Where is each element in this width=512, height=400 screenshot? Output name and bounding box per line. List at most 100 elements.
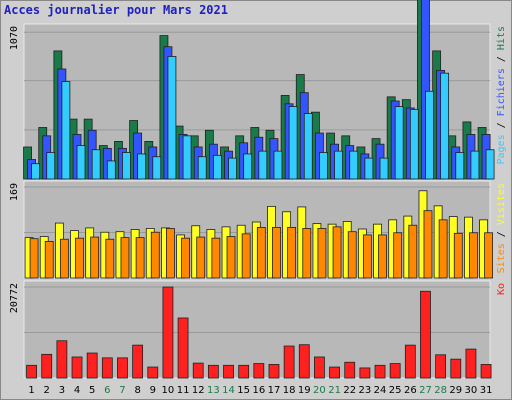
bar-sites-day-18: [287, 226, 297, 279]
bar-sites-day-10: [166, 228, 175, 279]
bar-ko-day-4: [71, 356, 83, 379]
bar-ko-day-17: [268, 364, 280, 379]
bar-sites-day-17: [272, 226, 281, 279]
bar-ko-day-30: [465, 348, 477, 379]
series-sites: [29, 210, 493, 279]
panel-top-ymax-label: 1070: [9, 26, 20, 50]
day-label: 29: [449, 385, 462, 396]
day-label: 23: [359, 385, 372, 396]
bar-pages-day-8: [137, 153, 147, 180]
day-label: 20: [313, 385, 326, 396]
day-label: 14: [222, 385, 235, 396]
panel-middle: 169 Sites / Visites: [9, 180, 507, 279]
bar-pages-day-5: [91, 149, 101, 180]
bar-ko-day-22: [344, 361, 356, 379]
bar-ko-day-11: [177, 317, 189, 379]
day-label: 10: [162, 385, 175, 396]
bar-pages-day-21: [334, 150, 343, 180]
bar-sites-day-4: [75, 237, 84, 279]
day-label: 11: [177, 385, 190, 396]
panel-middle-ymax-label: 169: [9, 183, 20, 201]
day-label: 19: [298, 385, 311, 396]
bar-ko-day-3: [56, 340, 68, 379]
bar-sites-day-2: [44, 240, 54, 279]
bar-sites-day-1: [29, 238, 39, 279]
bar-ko-day-21: [329, 366, 340, 379]
legend-entry-ko: Ko: [496, 283, 507, 295]
chart-title: Acces journalier pour Mars 2021: [4, 3, 228, 17]
bar-pages-day-10: [167, 56, 177, 180]
bar-sites-day-29: [453, 232, 463, 279]
legend-entry-pages: Pages: [496, 134, 507, 164]
day-label: 6: [104, 385, 110, 396]
day-label: 28: [434, 385, 447, 396]
day-label: 8: [134, 385, 140, 396]
bar-ko-day-31: [480, 364, 492, 379]
bar-sites-day-9: [150, 231, 160, 279]
bar-sites-day-8: [135, 237, 145, 279]
bar-sites-day-22: [347, 231, 357, 279]
bar-pages-day-3: [61, 81, 71, 180]
bar-ko-day-29: [450, 358, 462, 379]
day-label: 13: [207, 385, 220, 396]
bar-ko-day-24: [374, 364, 386, 379]
bar-sites-day-7: [120, 237, 130, 279]
bar-pages-day-25: [394, 106, 404, 180]
bar-sites-day-20: [317, 228, 327, 279]
legend-entry-hits: Hits: [496, 26, 507, 50]
series-pages: [31, 56, 495, 180]
bar-ko-day-8: [132, 344, 144, 379]
legend-separator: /: [496, 116, 507, 134]
bar-ko-day-2: [41, 353, 53, 379]
day-label: 16: [252, 385, 265, 396]
bar-sites-day-16: [256, 226, 266, 279]
bar-pages-day-26: [409, 108, 419, 180]
legend-entry-sites: Sites: [496, 243, 507, 273]
bar-pages-day-1: [31, 163, 40, 180]
bar-pages-day-20: [319, 152, 328, 180]
series-ko: [26, 286, 492, 379]
bar-sites-day-5: [90, 236, 100, 279]
bar-pages-day-9: [152, 156, 162, 180]
bar-pages-day-22: [349, 150, 359, 180]
bar-ko-day-10: [162, 286, 174, 379]
bar-ko-day-13: [207, 364, 219, 379]
bar-ko-day-7: [117, 357, 128, 379]
day-label: 26: [404, 385, 417, 396]
day-label: 21: [328, 385, 341, 396]
bar-ko-day-5: [86, 352, 98, 379]
bar-sites-day-31: [484, 232, 493, 279]
day-label: 15: [237, 385, 250, 396]
bar-sites-day-11: [181, 237, 190, 279]
day-label: 31: [480, 385, 493, 396]
panel-middle-legend: Sites / Visites: [496, 183, 507, 273]
bar-ko-day-23: [359, 367, 371, 379]
bar-sites-day-3: [59, 238, 69, 279]
bar-ko-day-6: [101, 357, 113, 379]
bar-pages-day-4: [76, 145, 86, 180]
day-label: 12: [192, 385, 205, 396]
day-label: 25: [389, 385, 402, 396]
bar-sites-day-12: [196, 236, 206, 279]
bar-sites-day-28: [438, 219, 448, 279]
bar-pages-day-13: [212, 154, 222, 180]
bar-pages-day-28: [440, 72, 450, 180]
bar-sites-day-21: [332, 226, 342, 279]
bar-pages-day-17: [273, 150, 283, 180]
legend-separator: /: [496, 50, 507, 68]
day-label: 22: [343, 385, 356, 396]
panel-top: 1070 Pages / Fichiers / Hits: [9, 0, 507, 180]
bar-sites-day-26: [408, 224, 418, 279]
bar-pages-day-24: [379, 157, 389, 180]
panel-bottom-legend: Ko: [496, 283, 507, 295]
day-label: 4: [74, 385, 80, 396]
bar-ko-day-14: [223, 364, 234, 379]
bar-ko-day-20: [314, 356, 325, 379]
bar-ko-day-16: [253, 363, 265, 379]
panel-bottom-ymax-label: 20772: [9, 283, 20, 313]
day-label: 24: [374, 385, 387, 396]
legend-entry-visites: Visites: [496, 183, 507, 225]
bar-ko-day-25: [389, 363, 401, 379]
panel-top-legend: Pages / Fichiers / Hits: [496, 26, 507, 165]
